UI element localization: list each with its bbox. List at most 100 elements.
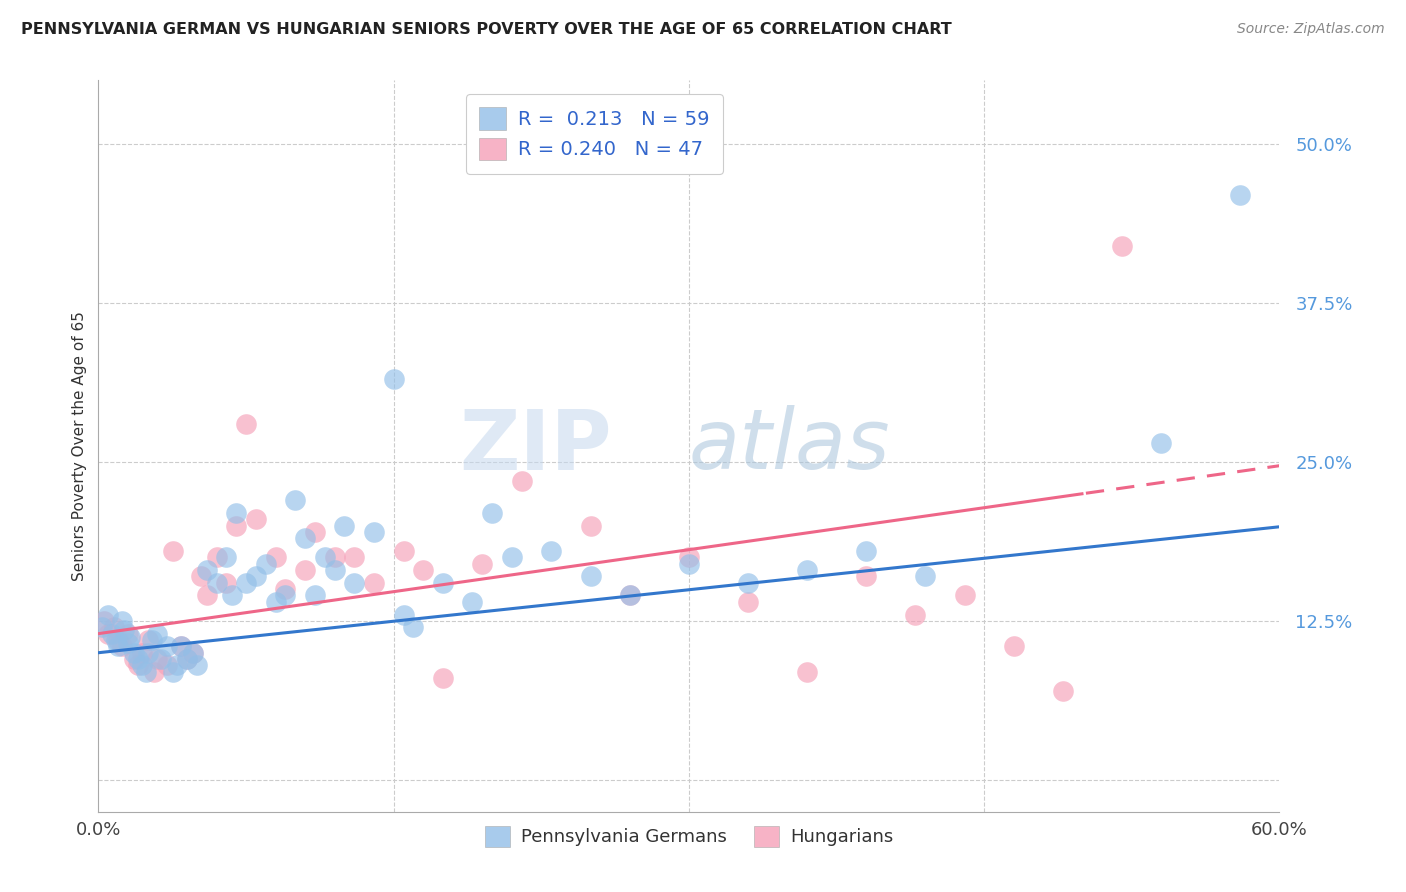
- Point: [205, 550, 228, 565]
- Point: [678, 557, 700, 571]
- Point: [432, 671, 454, 685]
- Point: [93, 614, 115, 628]
- Point: [855, 569, 877, 583]
- Text: PENNSYLVANIA GERMAN VS HUNGARIAN SENIORS POVERTY OVER THE AGE OF 65 CORRELATION : PENNSYLVANIA GERMAN VS HUNGARIAN SENIORS…: [21, 22, 952, 37]
- Point: [343, 550, 366, 565]
- Point: [953, 589, 976, 603]
- Point: [1111, 238, 1133, 252]
- Point: [150, 652, 173, 666]
- Text: Source: ZipAtlas.com: Source: ZipAtlas.com: [1237, 22, 1385, 37]
- Point: [323, 563, 346, 577]
- Point: [314, 550, 336, 565]
- Point: [122, 646, 145, 660]
- Point: [190, 569, 212, 583]
- Point: [855, 544, 877, 558]
- Point: [97, 607, 120, 622]
- Point: [142, 665, 165, 679]
- Point: [481, 506, 503, 520]
- Point: [264, 595, 287, 609]
- Text: atlas: atlas: [689, 406, 890, 486]
- Point: [579, 569, 602, 583]
- Text: ZIP: ZIP: [460, 406, 612, 486]
- Point: [135, 665, 157, 679]
- Point: [162, 665, 184, 679]
- Point: [107, 632, 129, 647]
- Point: [215, 550, 238, 565]
- Point: [363, 524, 385, 539]
- Point: [186, 658, 208, 673]
- Legend: Pennsylvania Germans, Hungarians: Pennsylvania Germans, Hungarians: [478, 819, 900, 854]
- Point: [146, 652, 169, 666]
- Point: [402, 620, 425, 634]
- Point: [235, 417, 257, 431]
- Point: [737, 575, 759, 590]
- Point: [117, 635, 139, 649]
- Point: [225, 518, 247, 533]
- Point: [162, 544, 184, 558]
- Point: [205, 575, 228, 590]
- Point: [181, 646, 204, 660]
- Point: [136, 646, 159, 660]
- Point: [471, 557, 494, 571]
- Point: [1229, 187, 1251, 202]
- Point: [245, 512, 267, 526]
- Point: [235, 575, 257, 590]
- Point: [181, 646, 204, 660]
- Point: [619, 589, 641, 603]
- Point: [264, 550, 287, 565]
- Point: [97, 626, 120, 640]
- Point: [382, 372, 405, 386]
- Point: [176, 652, 198, 666]
- Point: [117, 626, 139, 640]
- Point: [333, 518, 356, 533]
- Point: [118, 631, 141, 645]
- Point: [101, 626, 124, 640]
- Point: [392, 544, 415, 558]
- Point: [904, 607, 927, 622]
- Point: [105, 632, 128, 647]
- Point: [107, 640, 129, 654]
- Point: [170, 640, 193, 654]
- Point: [170, 640, 193, 654]
- Point: [103, 620, 125, 634]
- Point: [254, 557, 277, 571]
- Point: [122, 652, 145, 666]
- Point: [127, 652, 149, 666]
- Point: [796, 665, 818, 679]
- Point: [112, 623, 135, 637]
- Point: [156, 640, 179, 654]
- Point: [111, 614, 134, 628]
- Point: [274, 582, 297, 596]
- Point: [343, 575, 366, 590]
- Point: [432, 575, 454, 590]
- Point: [131, 658, 153, 673]
- Point: [127, 658, 149, 673]
- Point: [1002, 640, 1025, 654]
- Point: [412, 563, 434, 577]
- Point: [225, 506, 247, 520]
- Point: [156, 658, 179, 673]
- Point: [146, 626, 169, 640]
- Point: [221, 589, 243, 603]
- Point: [294, 531, 316, 545]
- Point: [304, 524, 326, 539]
- Point: [363, 575, 385, 590]
- Point: [540, 544, 562, 558]
- Point: [914, 569, 936, 583]
- Point: [461, 595, 484, 609]
- Point: [111, 640, 134, 654]
- Point: [195, 563, 218, 577]
- Point: [91, 620, 114, 634]
- Point: [579, 518, 602, 533]
- Point: [195, 589, 218, 603]
- Point: [245, 569, 267, 583]
- Point: [323, 550, 346, 565]
- Point: [131, 646, 153, 660]
- Y-axis label: Seniors Poverty Over the Age of 65: Seniors Poverty Over the Age of 65: [72, 311, 87, 581]
- Point: [510, 474, 533, 488]
- Point: [274, 589, 297, 603]
- Point: [392, 607, 415, 622]
- Point: [678, 550, 700, 565]
- Point: [1150, 435, 1173, 450]
- Point: [166, 658, 188, 673]
